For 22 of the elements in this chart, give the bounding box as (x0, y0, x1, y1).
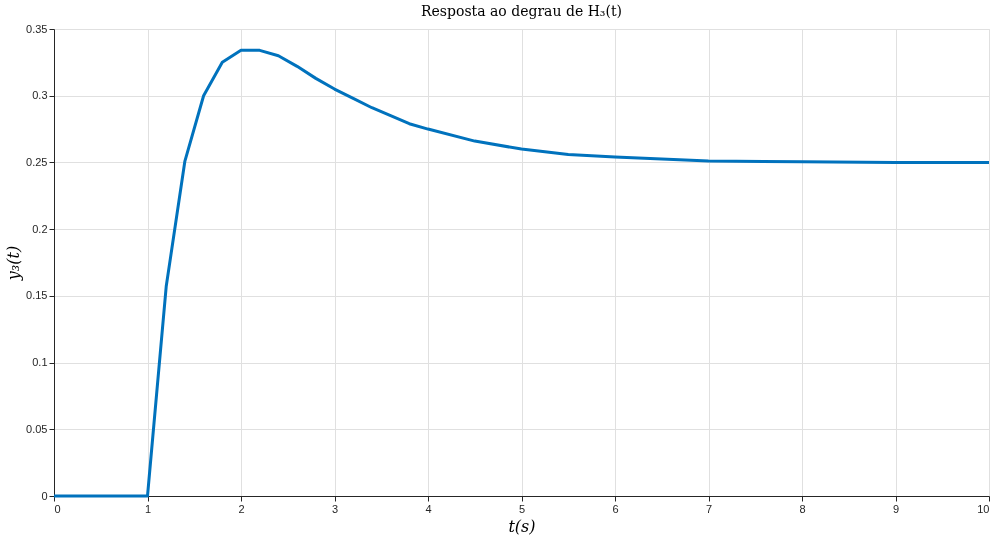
y-tick-label: 0.05 (26, 422, 48, 435)
x-tick-label: 5 (518, 502, 526, 515)
y-axis-title: y₃(t) (4, 245, 24, 282)
x-tick-label: 3 (331, 502, 339, 515)
x-tick-label: 1 (144, 502, 152, 515)
y-tick-label: 0 (41, 489, 48, 502)
x-axis-title: t(s) (508, 516, 536, 536)
x-tick-label: 8 (799, 502, 806, 515)
x-tick-label: 9 (892, 502, 900, 515)
chart-title: Resposta ao degrau de H₃(t) (420, 3, 623, 19)
x-tick-label: 10 (977, 502, 990, 515)
y-tick-label: 0.1 (32, 356, 48, 369)
y-tick-label: 0.25 (26, 155, 48, 168)
x-tick-label: 7 (705, 502, 713, 515)
y-tick-label: 0.15 (26, 289, 48, 302)
y-tick-label: 0.3 (32, 89, 48, 102)
y-tick-label: 0.2 (32, 222, 48, 235)
x-tick-label: 2 (238, 502, 245, 515)
x-tick-label: 0 (54, 502, 61, 515)
x-tick-label: 6 (612, 502, 619, 515)
y-tick-label: 0.35 (26, 22, 48, 35)
x-tick-label: 4 (425, 502, 432, 515)
